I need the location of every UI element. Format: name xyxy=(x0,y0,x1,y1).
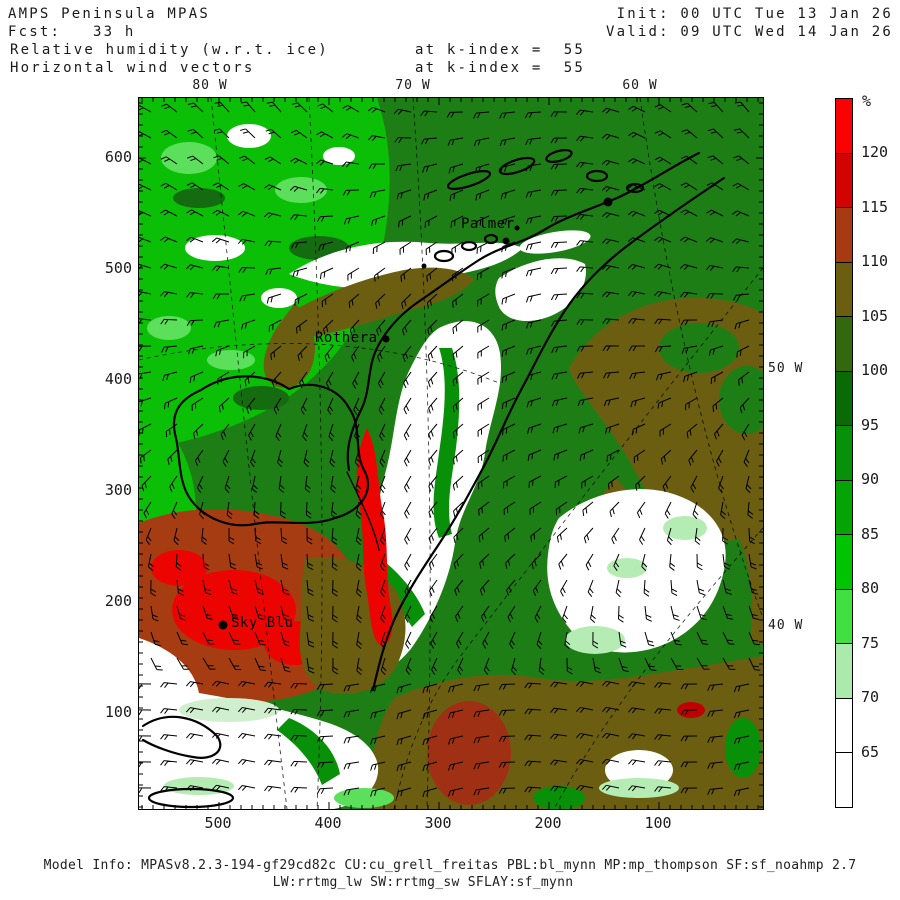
model-info-line-1: Model Info: MPASv8.2.3-194-gf29cd82c CU:… xyxy=(43,858,857,873)
forecast-hour: Fcst: 33 h xyxy=(8,24,136,40)
colorbar-tick-label: 95 xyxy=(861,415,880,434)
colorbar-segment xyxy=(836,752,852,807)
lon-label-70w: 70 W xyxy=(395,78,431,93)
colorbar-tick-label: 85 xyxy=(861,524,880,543)
colorbar-tick-label: 70 xyxy=(861,688,880,707)
y-axis-tick-label: 200 xyxy=(104,592,132,610)
x-axis-tick-label: 300 xyxy=(424,814,452,832)
colorbar-segment xyxy=(836,207,852,262)
colorbar-segment xyxy=(836,152,852,208)
station-label-skyblu: Sky Blu xyxy=(231,615,294,631)
colorbar-segment xyxy=(836,99,852,153)
lon-label-60w: 60 W xyxy=(622,78,658,93)
colorbar-segment xyxy=(836,697,852,753)
colorbar-tick-label: 115 xyxy=(861,197,889,216)
colorbar-tick-label: 75 xyxy=(861,633,880,652)
map-panel: Palmer Rothera Sky Blu xyxy=(138,97,764,810)
header-row-4: Horizontal wind vectors at k-index = 55 xyxy=(0,60,900,124)
level-label-1: at k-index = 55 xyxy=(415,42,586,58)
colorbar-segment xyxy=(836,534,852,589)
colorbar-segment xyxy=(836,370,852,426)
station-label-palmer: Palmer xyxy=(461,216,515,232)
colorbar-tick-label: 65 xyxy=(861,742,880,761)
level-label-2: at k-index = 55 xyxy=(415,60,586,76)
y-axis-tick-label: 500 xyxy=(104,259,132,277)
y-axis-tick-label: 300 xyxy=(104,481,132,499)
colorbar-tick-label: 90 xyxy=(861,470,880,489)
colorbar-tick-label: 120 xyxy=(861,143,889,162)
colorbar-tick-label: 80 xyxy=(861,579,880,598)
y-axis-tick-label: 600 xyxy=(104,148,132,166)
x-axis-tick-label: 100 xyxy=(644,814,672,832)
y-axis-tick-label: 400 xyxy=(104,370,132,388)
colorbar-unit-label: % xyxy=(862,92,872,110)
graticule-layer xyxy=(139,98,763,809)
colorbar-segment xyxy=(836,479,852,535)
header-row-1: AMPS Peninsula MPAS Init: 00 UTC Tue 13 … xyxy=(0,6,900,70)
colorbar-segment xyxy=(836,261,852,317)
colorbar-segment xyxy=(836,316,852,371)
wind-barbs xyxy=(139,101,761,798)
colorbar-segment xyxy=(836,425,852,480)
x-axis-tick-label: 200 xyxy=(534,814,562,832)
model-info-line-2: LW:rrtmg_lw SW:rrtmg_sw SFLAY:sf_mynn xyxy=(272,875,574,890)
colorbar-segment xyxy=(836,643,852,698)
lon-label-50w: 50 W xyxy=(768,361,804,376)
x-axis-tick-label: 400 xyxy=(314,814,342,832)
colorbar-segment xyxy=(836,588,852,644)
colorbar-tick-label: 105 xyxy=(861,306,889,325)
colorbar-tick-label: 100 xyxy=(861,361,889,380)
colorbar xyxy=(835,98,853,808)
station-label-rothera: Rothera xyxy=(315,330,378,346)
init-time: Init: 00 UTC Tue 13 Jan 26 xyxy=(616,6,893,22)
x-axis-tick-label: 500 xyxy=(204,814,232,832)
field-name-2: Horizontal wind vectors xyxy=(10,60,255,76)
valid-time: Valid: 09 UTC Wed 14 Jan 26 xyxy=(606,24,893,40)
y-axis-tick-label: 100 xyxy=(104,703,132,721)
header-row-2: Fcst: 33 h Valid: 09 UTC Wed 14 Jan 26 xyxy=(0,24,900,88)
lon-label-40w: 40 W xyxy=(768,618,804,633)
terrain-layer xyxy=(139,98,763,809)
station-dots xyxy=(218,197,613,630)
colorbar-tick-label: 110 xyxy=(861,252,889,271)
wind-barbs-layer xyxy=(139,98,763,809)
header-row-3: Relative humidity (w.r.t. ice) at k-inde… xyxy=(0,42,900,106)
lon-label-80w: 80 W xyxy=(192,78,228,93)
frame-ticks xyxy=(139,98,763,809)
plot-title: AMPS Peninsula MPAS xyxy=(8,6,210,22)
field-name-1: Relative humidity (w.r.t. ice) xyxy=(10,42,329,58)
